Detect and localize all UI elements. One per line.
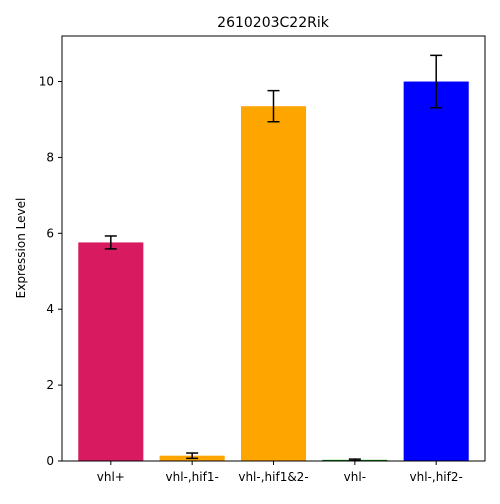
bar-4 [403, 81, 469, 462]
chart-title: 2610203C22Rik [217, 15, 330, 31]
x-axis-ticks: vhl+ vhl-,hif1- vhl-,hif1&2- vhl-vhl-,hif2- [97, 461, 463, 484]
x-tick-label-0: vhl+ [97, 470, 125, 484]
bar-2 [240, 106, 307, 461]
y-tick-label-4: 8 [46, 150, 54, 164]
y-tick-label-0: 0 [46, 454, 54, 468]
y-axis-label: Expression Level [14, 198, 28, 299]
x-tick-label-3: vhl- [344, 470, 366, 484]
x-tick-label-2: vhl-,hif1&2- [238, 470, 308, 484]
y-axis-ticks: 0 2 4 6 8 10 [39, 75, 62, 468]
y-tick-label-3: 6 [46, 226, 54, 240]
bars-layer [78, 81, 469, 462]
y-tick-label-5: 10 [39, 75, 54, 89]
y-tick-label-1: 2 [46, 378, 54, 392]
x-tick-label-4: vhl-,hif2- [410, 470, 463, 484]
y-tick-label-2: 4 [46, 302, 54, 316]
plot-area-frame [61, 35, 486, 462]
x-tick-label-1: vhl-,hif1- [165, 470, 218, 484]
bar-0 [78, 242, 144, 461]
